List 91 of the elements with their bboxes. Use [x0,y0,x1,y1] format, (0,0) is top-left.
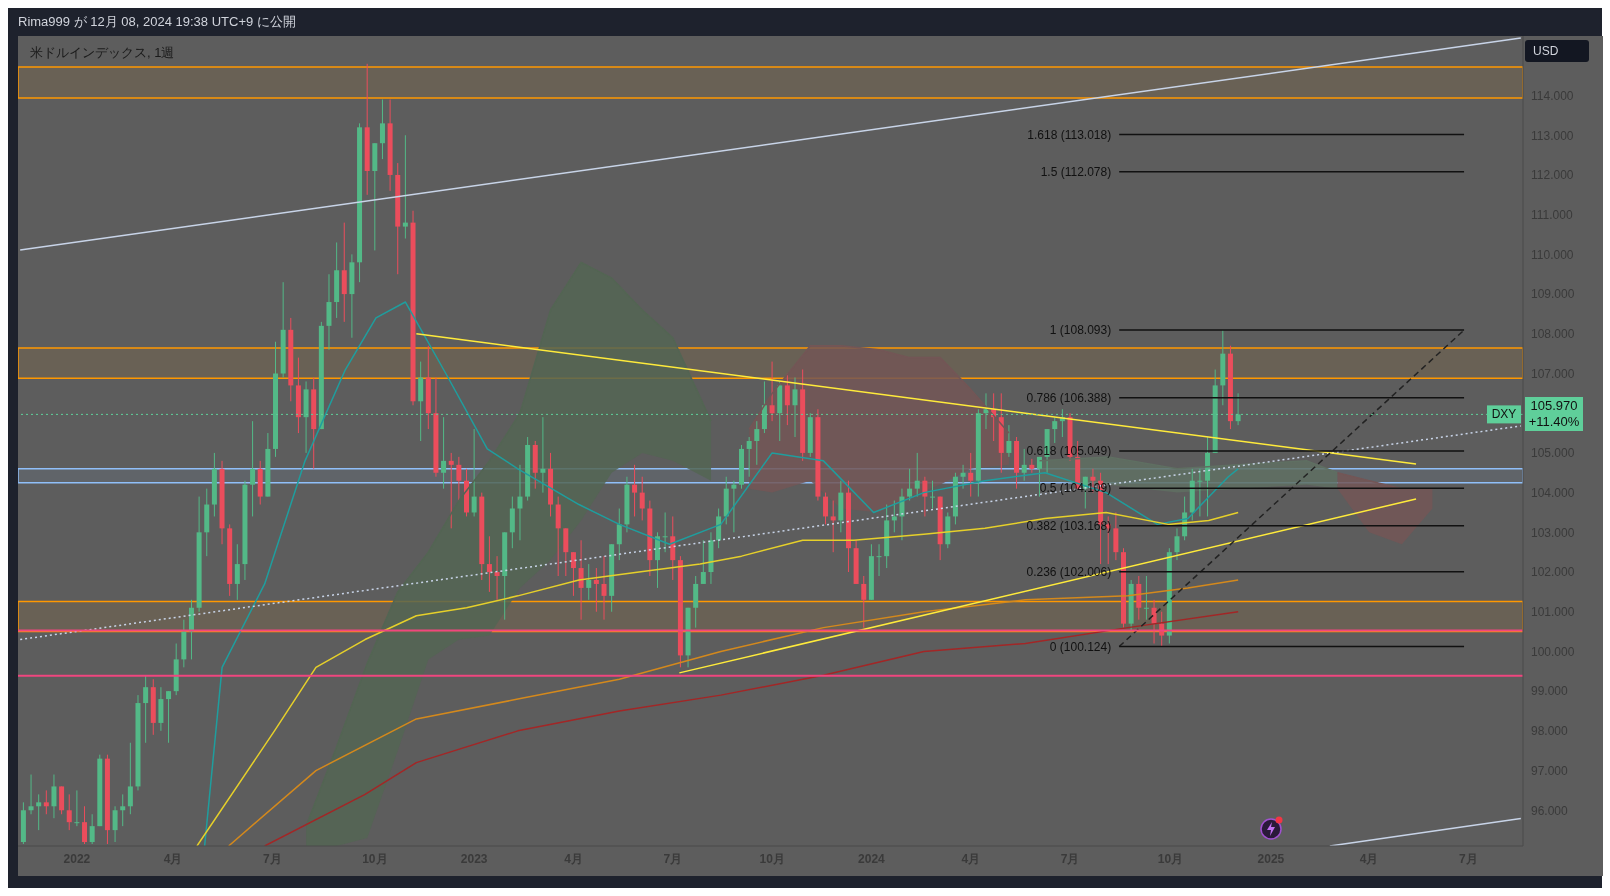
candlestick [1151,599,1157,644]
candlestick [1006,424,1012,458]
candlestick [250,420,256,517]
candlestick [769,361,775,422]
candlestick [716,508,722,549]
candlestick [540,416,546,494]
candlestick [509,496,515,549]
candlestick [914,452,920,498]
candlestick [36,793,42,831]
candlestick [441,416,447,490]
candlestick [570,551,576,597]
candlestick [379,99,385,160]
candlestick [1113,511,1119,561]
candlestick [112,805,118,843]
candlestick [1021,448,1027,482]
candlestick [830,500,836,553]
candlestick [120,793,126,827]
candlestick [486,535,492,593]
candlestick [960,464,966,490]
line-series [203,301,1239,846]
candlestick [555,496,561,577]
candlestick [51,774,57,819]
candlestick [188,599,194,660]
candlestick [792,376,798,438]
candlestick [746,436,752,478]
candlestick [1174,527,1180,561]
series-label: 0 (100.124) [1049,639,1112,654]
candlestick [601,555,607,621]
chart-subtitle: Rima999 が 12月 08, 2024 19:38 UTC+9 に公開 [18,13,296,31]
candlestick [983,392,989,430]
candlestick [670,515,676,581]
candlestick [693,575,699,629]
candlestick [418,361,424,442]
candlestick [823,492,829,525]
candlestick [784,373,790,426]
candlestick [593,567,599,613]
text: 105.970 [1529,398,1579,415]
candlestick [66,793,72,831]
candlestick [1197,468,1203,517]
series-label: 1 (108.093) [1049,323,1112,338]
candlestick [1235,392,1241,426]
candlestick [1052,416,1058,444]
candlestick [494,555,500,601]
candlestick [1036,456,1042,498]
candlestick [876,543,882,577]
candlestick [89,813,95,845]
candlestick [578,539,584,621]
candlestick [563,527,569,577]
candlestick [616,508,622,561]
candlestick [448,452,454,529]
series-label: 0.236 (102.006) [1026,564,1112,579]
candlestick [158,686,164,732]
candlestick [166,690,172,744]
candlestick [28,774,34,815]
ref-line-label: DXY [1491,407,1517,422]
candlestick [891,500,897,533]
candlestick [761,380,767,434]
candlestick [341,222,347,323]
candlestick [143,674,149,744]
candlestick [632,464,638,517]
candlestick [731,480,737,533]
candlestick [930,480,936,509]
line-series [196,511,1239,846]
candlestick [662,511,668,553]
text: USD [1525,40,1589,62]
series-label: 1.618 (113.018) [1027,127,1112,142]
candlestick [82,805,88,845]
candlestick [234,543,240,601]
candlestick [127,742,133,815]
candlestick [861,575,867,629]
candlestick [639,476,645,521]
candlestick [700,539,706,585]
candlestick [402,134,408,239]
candlestick [517,464,523,541]
series-label: 1.5 (112.078) [1040,164,1112,179]
candlestick [968,452,974,498]
candlestick [59,785,65,815]
candlestick [754,420,760,466]
candlestick [586,563,592,601]
candlestick [1143,575,1149,621]
candlestick [654,531,660,589]
text: +11.40% [1527,414,1581,431]
candlestick [456,456,462,502]
candlestick [43,789,49,815]
candlestick [471,428,477,517]
candlestick [922,476,928,517]
candlestick [74,789,80,827]
candlestick [907,468,913,502]
series-label: 0.786 (106.388) [1026,390,1112,405]
candlestick [1136,575,1142,621]
candlestick [326,273,332,351]
